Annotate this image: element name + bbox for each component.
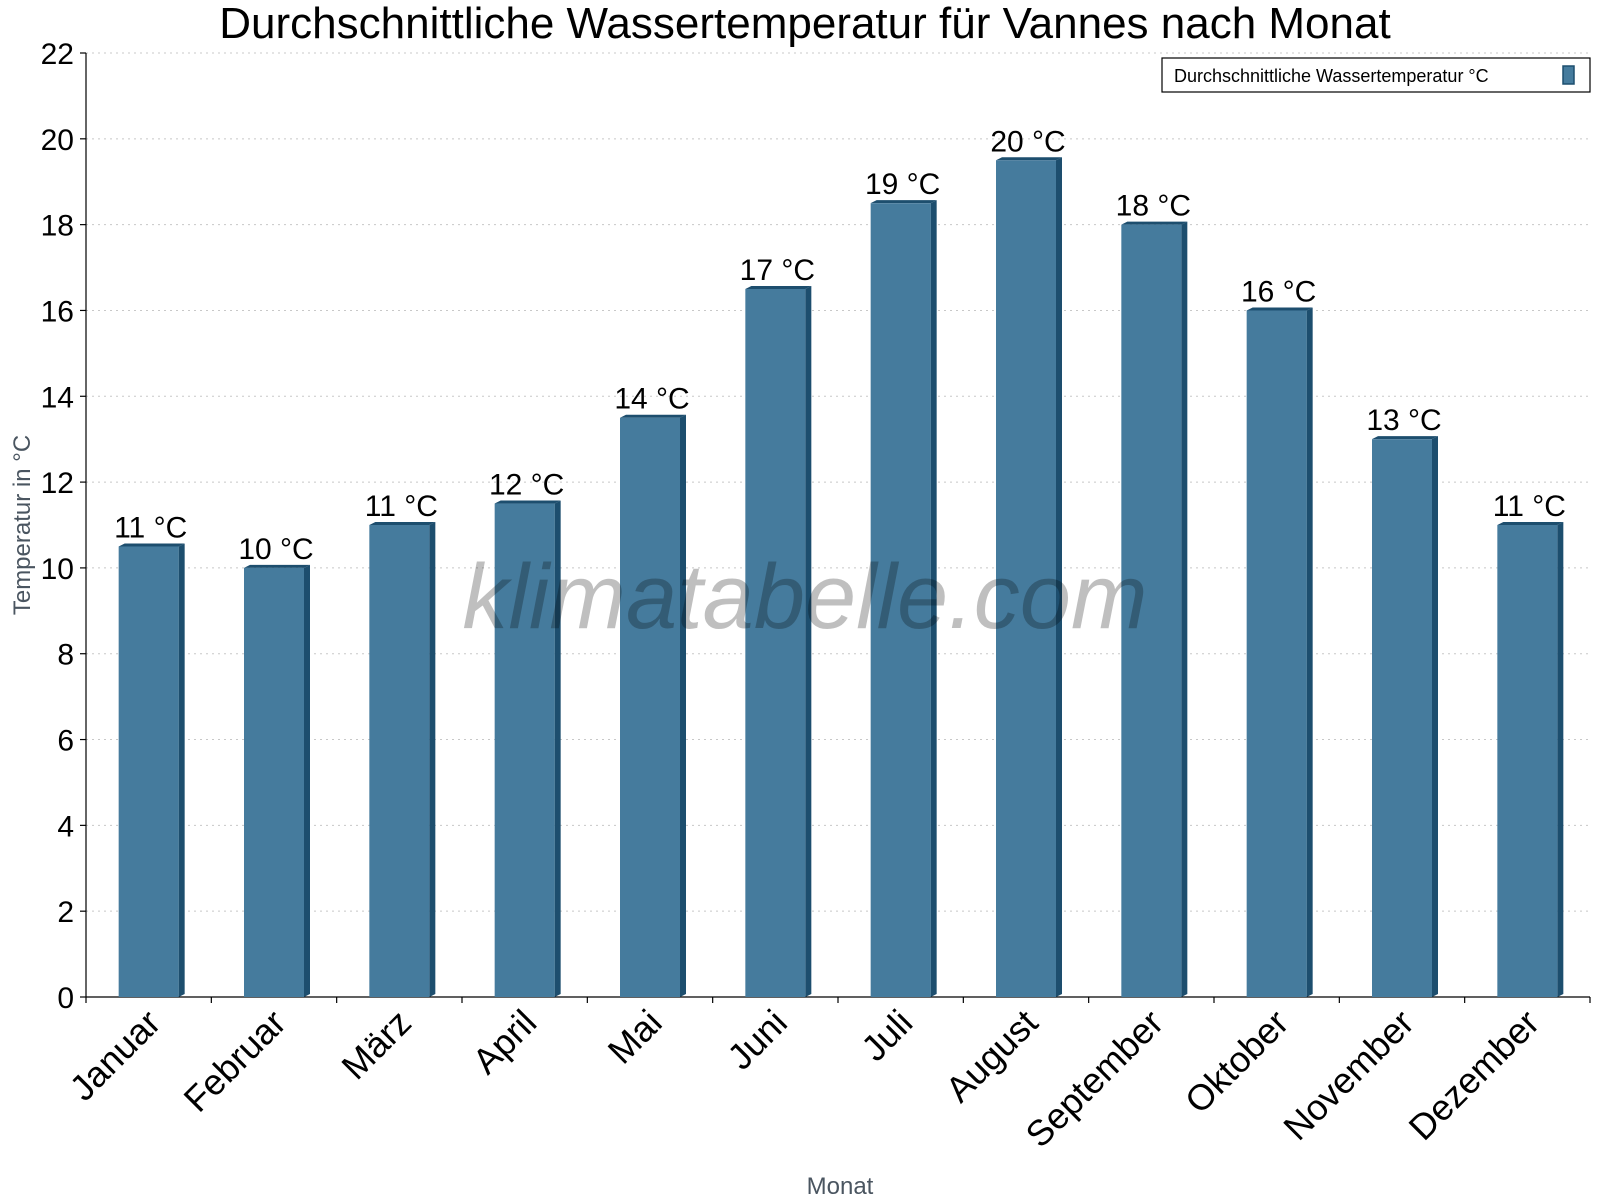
bar-top	[870, 200, 937, 204]
y-tick-labels: 0 2 4 6 8 10 12 14 16 18 20 22	[41, 38, 86, 1015]
bar-top	[745, 286, 812, 289]
x-tick-label: Juni	[719, 1002, 795, 1078]
y-tick-label: 10	[41, 553, 74, 586]
legend-box	[1161, 57, 1591, 93]
y-tick-label: 12	[41, 467, 74, 500]
bar-top	[996, 157, 1062, 161]
data-label: 14 °C	[614, 383, 689, 416]
x-tick-label: Juli	[853, 1002, 920, 1069]
bar-top	[369, 522, 436, 525]
legend-swatch	[1562, 65, 1575, 85]
gridlines	[86, 52, 1590, 912]
bar-front	[620, 417, 680, 997]
bar-front	[369, 525, 430, 997]
data-label: 20 °C	[990, 125, 1065, 158]
bars	[118, 157, 1564, 998]
bar-mai	[620, 414, 686, 997]
bar-side	[930, 200, 937, 997]
data-label: 12 °C	[489, 469, 564, 502]
bar-top	[1497, 522, 1564, 525]
bar-side	[554, 500, 561, 997]
bar-april	[494, 500, 561, 997]
data-label: 11 °C	[1493, 490, 1566, 523]
bar-november	[1372, 436, 1438, 997]
x-tick-label: November	[1275, 1002, 1421, 1148]
y-tick-label: 22	[41, 38, 74, 71]
y-tick-label: 18	[41, 210, 74, 243]
bar-front	[118, 546, 179, 997]
bar-side	[1306, 307, 1313, 997]
bar-side	[304, 564, 310, 997]
data-label: 17 °C	[740, 254, 815, 287]
y-tick-label: 8	[57, 639, 74, 672]
bar-front	[494, 503, 555, 997]
bar-dezember	[1497, 522, 1564, 997]
bar-front	[1246, 310, 1307, 997]
x-tick-label: Januar	[61, 1002, 168, 1109]
bar-side	[805, 286, 812, 997]
bar-top	[118, 543, 185, 547]
bar-side	[429, 522, 436, 997]
data-labels: 11 °C 10 °C 11 °C 12 °C 14 °C 17 °C 19 °C 20 °C…	[114, 125, 1566, 566]
bar-front	[1497, 525, 1558, 997]
watermark-text: klimatabelle.com	[462, 546, 1147, 648]
bar-märz	[369, 522, 436, 997]
data-label: 16 °C	[1241, 275, 1316, 308]
bar-front	[870, 203, 931, 997]
bar-juni	[745, 286, 812, 997]
data-label: 18 °C	[1116, 190, 1191, 223]
x-tick-labels: Januar Februar März April Mai Juni Juli AugustS…	[61, 1002, 1547, 1156]
x-tick-label: Mai	[600, 1002, 670, 1072]
bar-oktober	[1246, 307, 1313, 997]
y-tick-label: 0	[57, 982, 74, 1015]
bar-august	[996, 157, 1062, 998]
bar-top	[1372, 436, 1438, 440]
bar-februar	[244, 564, 310, 997]
chart-title: Durchschnittliche Wassertemperatur für V…	[219, 0, 1390, 48]
x-tick-label: Oktober	[1177, 1002, 1297, 1122]
y-axis-title: Temperatur in °C	[9, 435, 36, 615]
x-tick-label: September	[1017, 1002, 1171, 1156]
bar-front	[1372, 439, 1432, 997]
bar-januar	[118, 543, 185, 997]
x-axis-title: Monat	[807, 1173, 874, 1200]
data-label: 19 °C	[865, 168, 940, 201]
bar-front	[745, 289, 806, 997]
bar-side	[1557, 522, 1564, 997]
y-tick-label: 20	[41, 124, 74, 157]
bar-front	[244, 567, 304, 997]
bar-top	[620, 414, 686, 418]
bar-side	[1181, 221, 1188, 998]
x-tick-label: Februar	[176, 1002, 294, 1120]
data-label: 10 °C	[238, 533, 313, 566]
bar-juli	[870, 200, 937, 997]
y-tick-label: 6	[57, 725, 74, 758]
bar-side	[1432, 436, 1438, 997]
bar-top	[244, 564, 310, 568]
x-tick-label: April	[464, 1002, 544, 1082]
data-label: 13 °C	[1366, 404, 1441, 437]
bar-side	[680, 414, 686, 997]
bar-top	[1246, 307, 1313, 311]
axes	[85, 53, 1591, 1003]
legend-label: Durchschnittliche Wassertemperatur °C	[1174, 66, 1489, 86]
bar-top	[494, 500, 561, 504]
bar-side	[1056, 157, 1062, 998]
data-label: 11 °C	[114, 511, 187, 544]
y-tick-label: 16	[41, 295, 74, 328]
bar-front	[996, 160, 1056, 998]
bar-september	[1121, 221, 1188, 998]
y-tick-label: 4	[57, 810, 74, 843]
y-tick-label: 2	[57, 896, 74, 929]
bar-front	[1121, 224, 1182, 998]
x-tick-label: März	[333, 1002, 419, 1088]
legend: Durchschnittliche Wassertemperatur °C	[1161, 57, 1591, 93]
x-tick-label: Dezember	[1401, 1002, 1547, 1148]
bar-top	[1121, 221, 1188, 225]
x-tick-label: August	[937, 1002, 1045, 1110]
data-label: 11 °C	[365, 490, 438, 523]
bar-side	[178, 543, 185, 997]
y-tick-label: 14	[41, 381, 74, 414]
